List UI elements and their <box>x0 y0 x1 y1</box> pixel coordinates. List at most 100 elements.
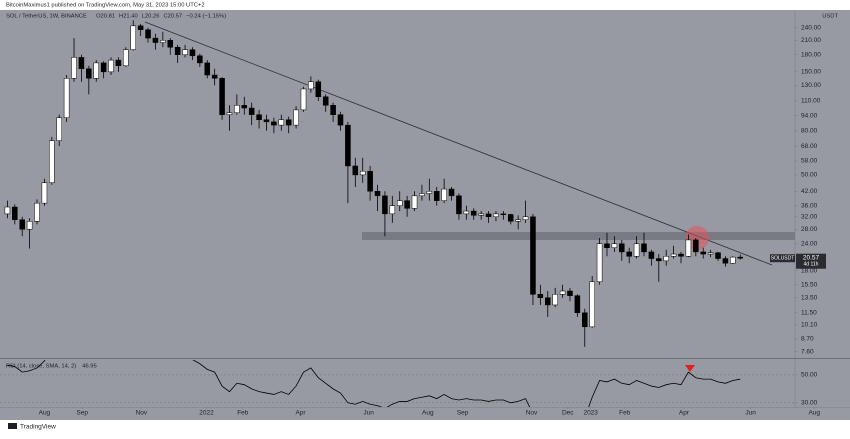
ohlc-readout: L20.26 <box>142 14 160 20</box>
candle-body <box>670 253 677 257</box>
candle-body <box>137 25 144 30</box>
candle-body <box>359 170 366 176</box>
candle-body <box>537 294 544 298</box>
candle-body <box>167 40 174 48</box>
y-tick-label: 150.00 <box>801 69 821 76</box>
candle-body <box>382 195 388 215</box>
x-tick-label: Dec <box>562 410 574 417</box>
candle-body <box>626 251 632 257</box>
candle-body <box>204 62 211 76</box>
symbol-tag-box <box>770 254 795 263</box>
y-tick-label: 24.00 <box>801 240 818 247</box>
x-tick-label: Feb <box>237 410 249 417</box>
x-tick-label: Aug <box>422 410 434 417</box>
x-tick-label: Apr <box>295 410 306 417</box>
candle-body <box>345 124 351 167</box>
candle-body <box>485 213 492 218</box>
trend-line <box>144 21 773 266</box>
y-tick-label: 58.00 <box>801 158 818 165</box>
y-tick-label: 18.00 <box>801 267 818 274</box>
publisher-line: BitcoinMaximus1 published on TradingView… <box>6 3 205 9</box>
x-tick-label: 2023 <box>583 410 598 417</box>
candle-body <box>63 78 70 118</box>
y-tick-label: 50.00 <box>801 172 818 179</box>
candle-body <box>611 243 618 248</box>
candle-body <box>263 119 270 123</box>
symbol-line: SOL / TetherUS, 1W, BINANCE <box>6 14 87 20</box>
candle-body <box>433 191 440 201</box>
support-zone <box>362 232 795 240</box>
y-tick-label: 10.10 <box>801 322 818 329</box>
candle-body <box>478 213 484 216</box>
candle-body <box>463 210 470 215</box>
candle-body <box>115 59 122 67</box>
candle-body <box>404 200 410 209</box>
y-tick-label: 42.00 <box>801 188 818 195</box>
candle-body <box>737 256 743 259</box>
y-tick-label: 68.00 <box>801 143 818 150</box>
x-tick-label: Jun <box>745 410 756 417</box>
candle-body <box>271 121 277 126</box>
candle-body <box>86 68 92 79</box>
candle-body <box>219 78 225 115</box>
y-tick-label: 32.00 <box>801 213 818 220</box>
candle-body <box>663 256 669 262</box>
ohlc-readout: O20.81 <box>96 14 115 20</box>
candle-body <box>4 206 11 215</box>
y-tick-label: 36.00 <box>801 202 818 209</box>
x-tick-label: Apr <box>679 410 690 417</box>
y-tick-label: 210.00 <box>801 37 821 44</box>
candle-body <box>108 59 114 73</box>
candle-body <box>604 243 610 248</box>
candle-body <box>559 290 566 295</box>
candle-body <box>174 46 181 55</box>
candle-body <box>500 213 507 215</box>
price-pane <box>4 20 743 347</box>
candle-body <box>552 294 558 306</box>
candle-body <box>152 37 159 43</box>
candle-body <box>456 195 462 215</box>
y-tick-label: 80.00 <box>801 128 818 135</box>
candle-body <box>285 119 292 126</box>
candle-body <box>374 191 381 197</box>
candle-body <box>145 29 151 39</box>
candle-body <box>582 312 588 328</box>
chart-background <box>0 10 850 420</box>
candle-body <box>441 188 447 201</box>
candle-body <box>722 258 729 264</box>
y-tick-label: 110.00 <box>801 98 821 105</box>
candle-body <box>567 290 573 296</box>
candle-body <box>182 49 188 55</box>
candle-body <box>241 105 248 109</box>
candle-body <box>256 114 262 121</box>
candle-body <box>685 239 692 257</box>
candle-body <box>515 219 521 222</box>
candle-body <box>678 253 684 257</box>
y-tick-label: 13.50 <box>801 294 818 301</box>
y-tick-label: 15.50 <box>801 281 818 288</box>
footer: TradingView <box>20 424 56 431</box>
last-price-box <box>796 253 826 269</box>
candle-body <box>352 165 359 176</box>
candle-body <box>530 216 536 295</box>
x-tick-label: Feb <box>619 410 631 417</box>
candle-body <box>700 251 706 255</box>
candle-body <box>544 297 551 306</box>
candle-body <box>619 243 625 253</box>
y-tick-label: 50.00 <box>801 372 818 379</box>
x-tick-label: Sep <box>457 410 469 417</box>
candle-body <box>19 219 25 230</box>
candle-body <box>278 119 285 126</box>
candle-body <box>574 295 581 314</box>
candle-body <box>315 81 322 98</box>
candle-body <box>34 202 40 222</box>
candle-body <box>493 213 499 218</box>
candle-body <box>367 170 373 192</box>
x-tick-label: Nov <box>526 410 538 417</box>
candle-body <box>330 105 336 115</box>
rsi-title: RSI (14, close, SMA, 14, 2) <box>6 364 76 370</box>
candle-body <box>396 200 403 206</box>
candle-body <box>308 81 314 90</box>
y-tick-label: 130.00 <box>801 82 821 89</box>
